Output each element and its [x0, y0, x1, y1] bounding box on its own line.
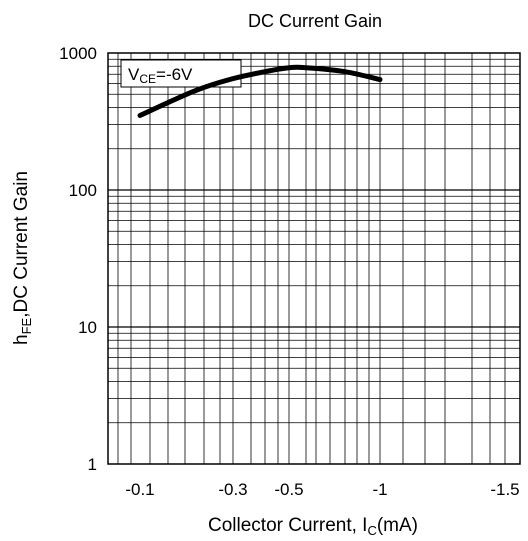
- grid: [108, 53, 520, 464]
- x-tick-label: -1.5: [490, 480, 519, 499]
- x-axis-ticks: -0.1 -0.3 -0.5 -1 -1.5: [125, 480, 519, 499]
- annotation-suffix: =-6V: [156, 65, 193, 84]
- x-tick-label: -0.1: [125, 480, 154, 499]
- y-axis-label-sub: FE: [19, 317, 34, 334]
- chart-title: DC Current Gain: [248, 11, 382, 31]
- x-tick-label: -0.3: [218, 480, 247, 499]
- annotation-sub: CE: [139, 72, 156, 86]
- y-tick-label: 1: [88, 455, 97, 474]
- x-tick-label: -1: [372, 480, 387, 499]
- x-axis-label-sub: C: [367, 523, 376, 538]
- y-tick-label: 1000: [59, 44, 97, 63]
- x-axis-label-suffix: (mA): [377, 515, 418, 536]
- y-tick-label: 10: [78, 318, 97, 337]
- x-axis-label-main: Collector Current, I: [208, 515, 367, 536]
- gain-curve: [137, 64, 383, 118]
- y-axis-label-main: h: [11, 334, 32, 345]
- annotation-main: V: [128, 65, 140, 84]
- y-tick-label: 100: [69, 181, 97, 200]
- y-axis-ticks: 1 10 100 1000: [59, 44, 97, 474]
- y-axis-label: hFE,DC Current Gain: [11, 171, 34, 345]
- annotation-label: VCE=-6V: [128, 65, 193, 86]
- plot-frame: [107, 52, 521, 465]
- x-tick-label: -0.5: [274, 480, 303, 499]
- x-axis-label: Collector Current, IC(mA): [208, 515, 418, 538]
- y-axis-label-suffix: ,DC Current Gain: [11, 171, 32, 318]
